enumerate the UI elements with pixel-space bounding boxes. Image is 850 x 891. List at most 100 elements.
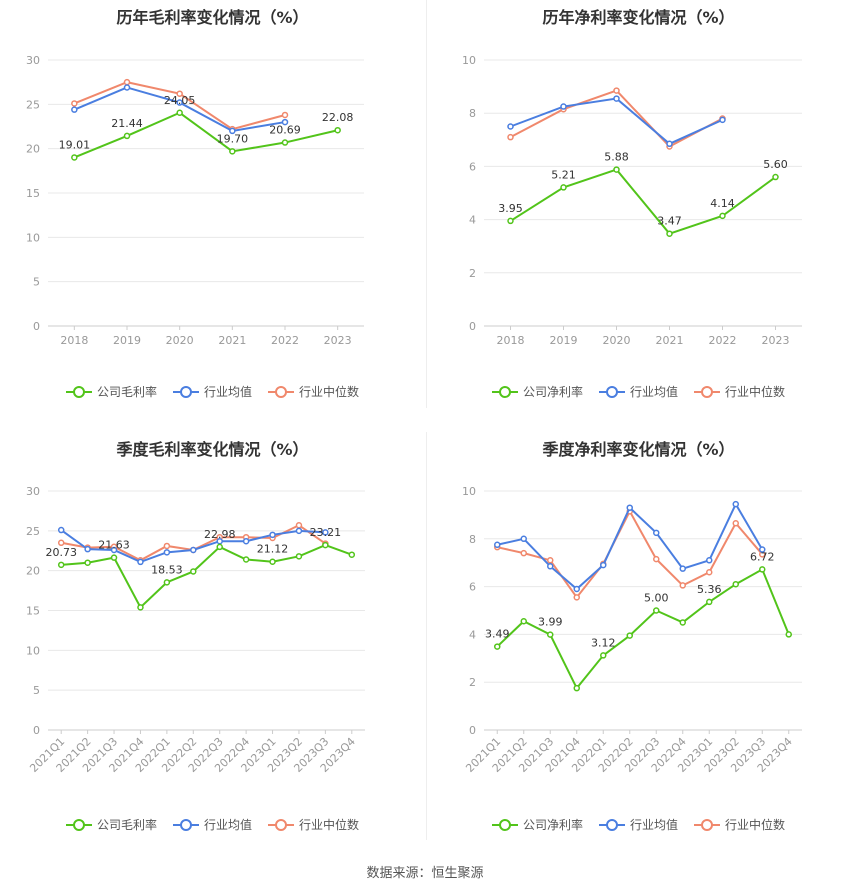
legend-item-company[interactable]: 公司毛利率 xyxy=(65,816,157,833)
industry-median-series-point[interactable] xyxy=(123,78,131,86)
industry-avg-series-point[interactable] xyxy=(759,546,766,553)
industry-median-series-point[interactable] xyxy=(653,555,660,563)
company-series-point[interactable] xyxy=(123,132,131,140)
company-series-point[interactable] xyxy=(719,212,726,220)
company-series-point[interactable] xyxy=(653,607,660,614)
industry-avg-series-point[interactable] xyxy=(123,84,131,91)
industry-median-series-point[interactable] xyxy=(507,133,514,141)
company-series-point[interactable] xyxy=(334,126,341,134)
industry-avg-series-point[interactable] xyxy=(281,118,289,126)
company-series-point[interactable] xyxy=(322,541,329,549)
industry-median-series-point[interactable] xyxy=(706,569,713,576)
company-series-point[interactable] xyxy=(348,551,356,558)
industry-median-series-point[interactable] xyxy=(176,90,183,97)
industry-avg-series-point[interactable] xyxy=(322,529,329,536)
industry-median-series-point[interactable] xyxy=(520,549,527,557)
industry-median-series-point[interactable] xyxy=(679,582,686,589)
company-series-point[interactable] xyxy=(71,154,78,161)
legend-item-industry-avg[interactable]: 行业均值 xyxy=(598,383,678,400)
industry-median-series-point[interactable] xyxy=(71,100,78,107)
company-series-point[interactable] xyxy=(176,109,183,117)
industry-avg-series-point[interactable] xyxy=(626,504,633,511)
legend-item-industry-median[interactable]: 行业中位数 xyxy=(268,816,359,833)
y-tick-label: 2 xyxy=(469,267,476,280)
legend-item-industry-avg[interactable]: 行业均值 xyxy=(172,816,252,833)
company-series-point[interactable] xyxy=(269,558,276,565)
industry-avg-series-point[interactable] xyxy=(84,545,91,553)
company-series-point[interactable] xyxy=(520,618,527,625)
industry-avg-series-point[interactable] xyxy=(653,529,660,537)
y-tick-label: 8 xyxy=(469,107,476,120)
legend-label: 公司毛利率 xyxy=(96,818,157,832)
industry-avg-series-point[interactable] xyxy=(137,558,144,566)
company-series-point[interactable] xyxy=(679,619,686,626)
industry-avg-series-point[interactable] xyxy=(163,549,171,556)
legend-item-industry-avg[interactable]: 行业均值 xyxy=(172,383,252,400)
industry-avg-series-point[interactable] xyxy=(719,116,726,124)
industry-median-series-point[interactable] xyxy=(281,111,289,119)
company-series-point[interactable] xyxy=(494,643,501,650)
company-series-point[interactable] xyxy=(626,632,633,639)
company-series-point[interactable] xyxy=(772,173,779,181)
industry-avg-series-point[interactable] xyxy=(600,561,607,569)
industry-median-series-point[interactable] xyxy=(732,520,739,527)
company-series-point[interactable] xyxy=(163,579,171,586)
data-source-note: 数据来源：恒生聚源 xyxy=(366,866,484,881)
industry-median-series-point[interactable] xyxy=(163,542,171,550)
industry-avg-series-point[interactable] xyxy=(176,99,183,106)
company-series-point[interactable] xyxy=(57,561,65,569)
industry-avg-series-point[interactable] xyxy=(269,531,276,539)
company-series-point[interactable] xyxy=(732,580,739,588)
industry-avg-series-point[interactable] xyxy=(57,526,65,534)
industry-median-series-point[interactable] xyxy=(573,594,580,601)
company-series-point[interactable] xyxy=(242,556,250,563)
company-series-point[interactable] xyxy=(600,652,607,659)
industry-avg-series-point[interactable] xyxy=(706,557,713,564)
legend-item-industry-median[interactable]: 行业中位数 xyxy=(694,383,785,400)
industry-avg-series-point[interactable] xyxy=(679,565,686,572)
industry-avg-series-point[interactable] xyxy=(613,95,620,102)
industry-median-series-point[interactable] xyxy=(547,557,554,564)
company-series-point[interactable] xyxy=(507,217,514,225)
industry-avg-series-point[interactable] xyxy=(110,546,118,554)
industry-median-series-point[interactable] xyxy=(613,87,620,94)
legend-item-industry-median[interactable]: 行业中位数 xyxy=(694,816,785,833)
company-series-point[interactable] xyxy=(759,566,766,573)
industry-avg-series-point[interactable] xyxy=(520,535,527,543)
company-series-point[interactable] xyxy=(706,598,713,606)
company-series-point[interactable] xyxy=(560,184,567,191)
company-series-point[interactable] xyxy=(295,553,303,560)
company-series-point[interactable] xyxy=(84,559,91,566)
industry-avg-series-point[interactable] xyxy=(732,500,739,508)
industry-avg-series-point[interactable] xyxy=(666,140,673,148)
industry-avg-series-point[interactable] xyxy=(242,537,250,545)
company-series-point[interactable] xyxy=(110,554,118,561)
company-series-point[interactable] xyxy=(190,568,197,575)
industry-median-series-point[interactable] xyxy=(295,522,303,529)
legend-item-company[interactable]: 公司净利率 xyxy=(491,383,583,400)
industry-avg-series-point[interactable] xyxy=(71,106,78,113)
industry-avg-series-point[interactable] xyxy=(573,585,580,593)
industry-avg-series-point[interactable] xyxy=(560,103,567,110)
company-series-point[interactable] xyxy=(666,230,673,237)
company-series-point[interactable] xyxy=(281,139,289,146)
industry-avg-series-point[interactable] xyxy=(295,527,303,535)
industry-avg-series-point[interactable] xyxy=(547,563,554,570)
legend-item-company[interactable]: 公司毛利率 xyxy=(65,383,157,400)
industry-median-series-point[interactable] xyxy=(57,539,65,547)
company-series-point[interactable] xyxy=(229,148,236,155)
company-series-point[interactable] xyxy=(785,631,792,638)
industry-avg-series-point[interactable] xyxy=(507,123,514,130)
company-series-point[interactable] xyxy=(216,543,223,551)
legend-item-industry-avg[interactable]: 行业均值 xyxy=(598,816,678,833)
company-series-point[interactable] xyxy=(137,604,144,611)
industry-avg-series-point[interactable] xyxy=(229,127,236,135)
company-series-point[interactable] xyxy=(613,166,620,173)
industry-avg-series-point[interactable] xyxy=(190,546,197,554)
legend-item-company[interactable]: 公司净利率 xyxy=(491,816,583,833)
company-series-point[interactable] xyxy=(547,631,554,638)
y-tick-label: 15 xyxy=(26,187,40,200)
legend-item-industry-median[interactable]: 行业中位数 xyxy=(268,383,359,400)
company-series-point[interactable] xyxy=(573,684,580,692)
industry-avg-series-point[interactable] xyxy=(494,541,501,549)
